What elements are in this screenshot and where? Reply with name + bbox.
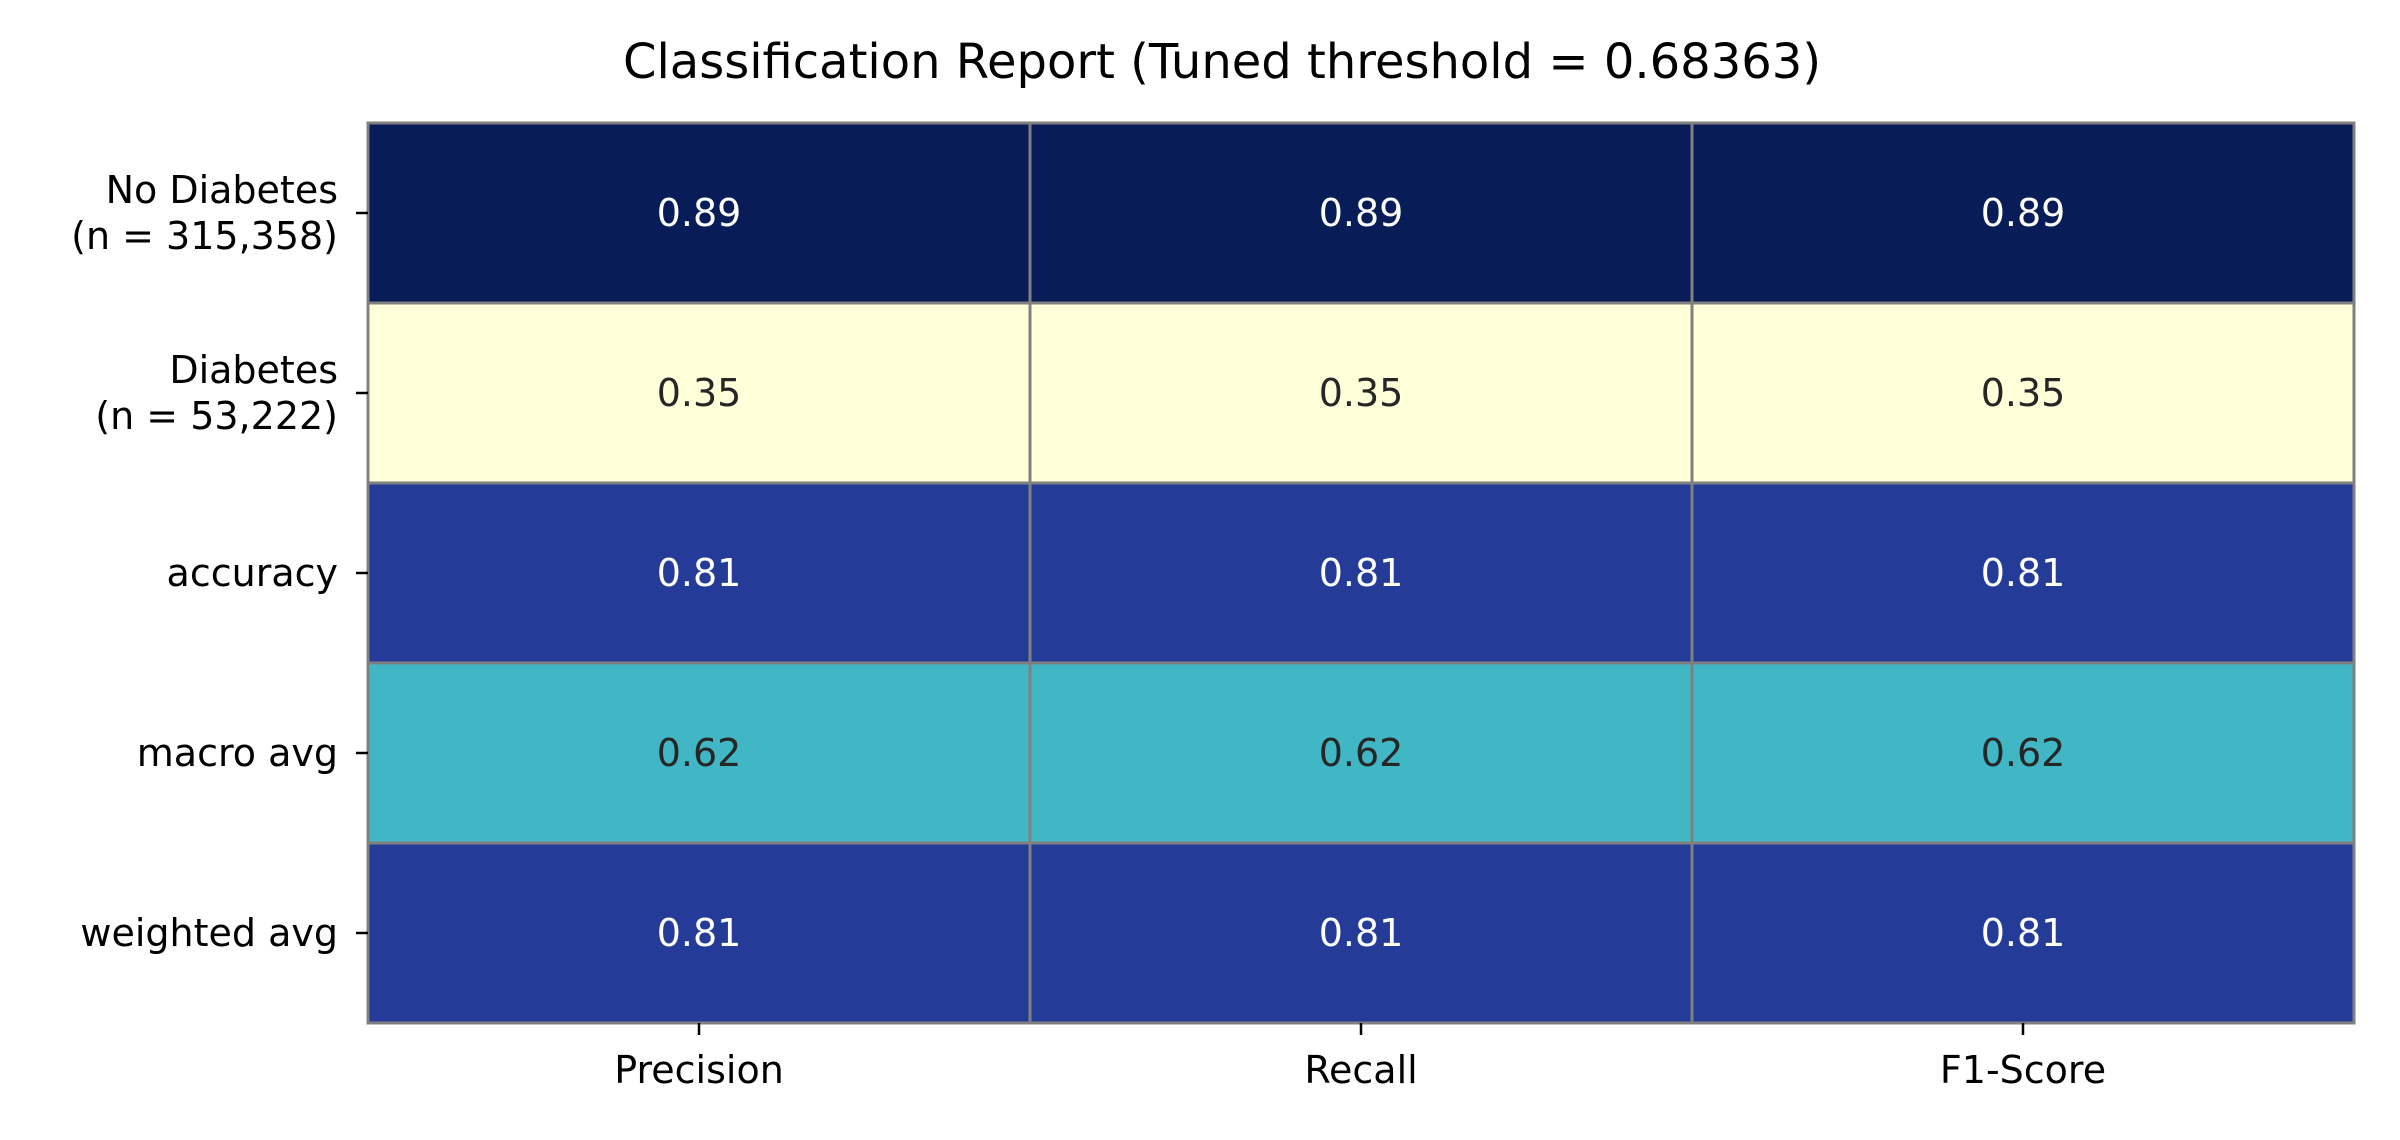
cell-value-label: 0.62 [657, 731, 742, 775]
cell-value-label: 0.81 [1319, 911, 1404, 955]
cell-value-label: 0.89 [657, 191, 742, 235]
cell-value-label: 0.81 [657, 911, 742, 955]
heatmap-cell [1028, 481, 1694, 665]
cell-value-label: 0.62 [1319, 731, 1404, 775]
heatmap-cell [1028, 841, 1694, 1025]
cell-value-label: 0.81 [1319, 551, 1404, 595]
x-tick-label: Precision [614, 1048, 784, 1092]
heatmap-cell [366, 121, 1032, 305]
heatmap-cell [366, 661, 1032, 845]
heatmap-cell [1690, 661, 2356, 845]
cell-value-label: 0.89 [1319, 191, 1404, 235]
heatmap-cell [1028, 121, 1694, 305]
y-tick-label: accuracy [167, 551, 338, 595]
y-tick-label: macro avg [137, 731, 338, 775]
cell-value-label: 0.81 [1981, 911, 2066, 955]
heatmap-cell-labels: 0.89 0.89 0.89 0.35 0.35 0.35 0.81 0.81 0.81 0.62… [657, 191, 2066, 955]
cell-value-label: 0.81 [1981, 551, 2066, 595]
y-tick-label: (n = 53,222) [95, 394, 338, 438]
x-axis: Precision Recall F1-Score [614, 1023, 2106, 1092]
heatmap-cell [366, 841, 1032, 1025]
heatmap-cell [1690, 301, 2356, 485]
cell-value-label: 0.89 [1981, 191, 2066, 235]
heatmap-cells [366, 121, 2356, 1025]
x-tick-label: F1-Score [1940, 1048, 2106, 1092]
chart-title: Classification Report (Tuned threshold =… [623, 34, 1821, 90]
x-tick-label: Recall [1304, 1048, 1417, 1092]
cell-value-label: 0.81 [657, 551, 742, 595]
cell-value-label: 0.35 [1981, 371, 2066, 415]
cell-value-label: 0.35 [1319, 371, 1404, 415]
y-tick-label: Diabetes [169, 348, 338, 392]
y-tick-label: weighted avg [80, 911, 338, 955]
y-tick-label: No Diabetes [106, 168, 338, 212]
heatmap-cell [1690, 841, 2356, 1025]
y-tick-label: (n = 315,358) [71, 214, 338, 258]
y-axis: No Diabetes(n = 315,358) Diabetes(n = 53,… [71, 168, 368, 955]
heatmap-cell [366, 301, 1032, 485]
heatmap-cell [1028, 301, 1694, 485]
cell-value-label: 0.35 [657, 371, 742, 415]
cell-value-label: 0.62 [1981, 731, 2066, 775]
